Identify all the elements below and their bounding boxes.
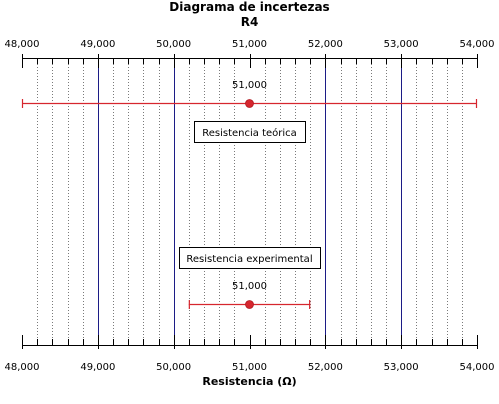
- tick-label-top: 48,000: [5, 39, 40, 50]
- chart-subtitle: R4: [241, 15, 259, 29]
- series-name: Resistencia teórica: [202, 127, 297, 139]
- tick-label-top: 54,000: [460, 39, 495, 50]
- data-point: [245, 300, 254, 309]
- tick-label-top: 51,000: [232, 39, 267, 50]
- series-teorica: 51,000 Resistencia teórica: [21, 80, 478, 143]
- tick-label-bottom: 54,000: [460, 362, 495, 373]
- reference-lines: [98, 58, 402, 345]
- tick-label-bottom: 48,000: [5, 362, 40, 373]
- data-value-label: 51,000: [232, 80, 267, 91]
- chart-title: Diagrama de incertezas: [169, 0, 329, 14]
- x-axis-label: Resistencia (Ω): [202, 375, 296, 388]
- axes: 48,000 48,000 49,000 49,000 50,000 50,000 51,0…: [5, 39, 495, 373]
- series-experimental: 51,000 Resistencia experimental: [179, 247, 321, 309]
- tick-label-bottom: 53,000: [384, 362, 419, 373]
- series-layer: 51,000 Resistencia teórica 51,000 Resistenc…: [21, 80, 478, 309]
- tick-label-top: 50,000: [156, 39, 191, 50]
- tick-label-bottom: 50,000: [156, 362, 191, 373]
- tick-label-bottom: 51,000: [232, 362, 267, 373]
- series-name: Resistencia experimental: [186, 254, 312, 265]
- tick-label-bottom: 52,000: [308, 362, 343, 373]
- data-value-label: 51,000: [232, 281, 267, 292]
- tick-label-top: 52,000: [308, 39, 343, 50]
- series-name-box: [179, 247, 321, 269]
- tick-label-bottom: 49,000: [80, 362, 115, 373]
- tick-label-top: 49,000: [80, 39, 115, 50]
- series-name-box: [194, 121, 306, 143]
- tick-label-top: 53,000: [384, 39, 419, 50]
- data-point: [245, 99, 254, 108]
